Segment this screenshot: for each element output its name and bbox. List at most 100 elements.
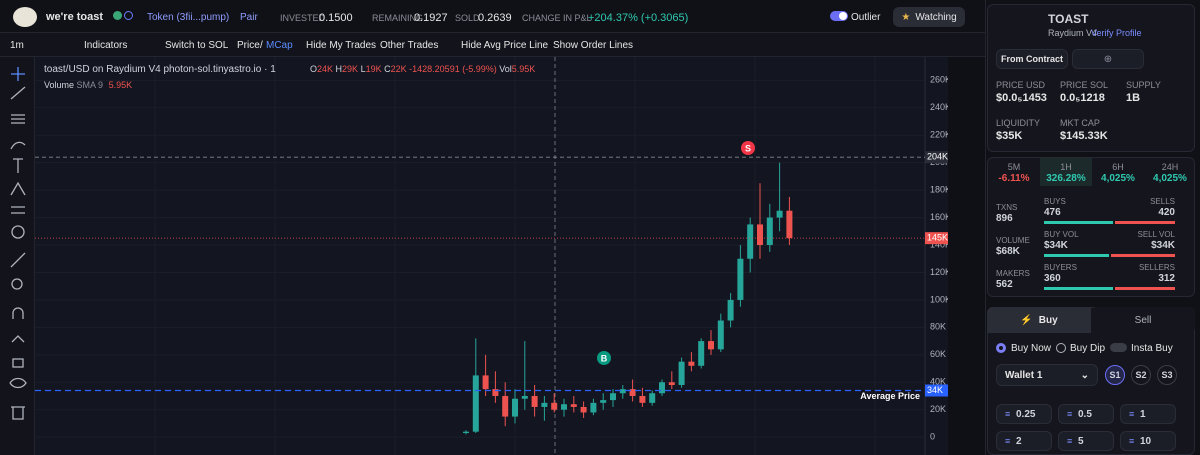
buy-bar [1044, 254, 1109, 257]
icon [113, 11, 122, 20]
preset-button[interactable]: S3 [1157, 365, 1177, 385]
pair-link[interactable]: Pair [240, 12, 258, 23]
candle-body [610, 393, 616, 401]
candle-body [580, 406, 587, 413]
ohlc-label: C [384, 64, 391, 74]
radio[interactable] [1056, 343, 1066, 353]
volume-name: Volume [44, 80, 75, 90]
amount-label: 2 [1016, 436, 1022, 447]
element [9, 377, 27, 389]
y-tick-label: 40K [930, 377, 946, 387]
trade-marker [741, 141, 755, 155]
mode-label: Buy Now [1011, 343, 1052, 354]
row-total: 562 [996, 279, 1013, 290]
y-tick-label: 260K [930, 75, 948, 85]
ohlc-value: 24K [317, 64, 334, 74]
symbol: TOAST [1048, 12, 1089, 26]
candle-body [727, 299, 734, 321]
preset-button[interactable]: S2 [1131, 365, 1151, 385]
candle-body [629, 389, 636, 396]
volume-indicator: SMA 9 [76, 80, 104, 90]
element [13, 158, 23, 173]
amount-label: 5 [1078, 436, 1084, 447]
amount-button[interactable] [1058, 404, 1114, 424]
row-total: 896 [996, 213, 1013, 224]
toggle[interactable] [1110, 343, 1127, 352]
price-line-name: Average Price [860, 391, 920, 401]
toolbar [0, 33, 985, 57]
ohlc-label: H [335, 64, 343, 74]
price-tag [925, 151, 948, 164]
toolbar-button[interactable]: Other Trades [380, 40, 439, 51]
amount-button[interactable] [996, 431, 1052, 451]
token-link[interactable]: Token (3fii...pump) [147, 12, 230, 23]
element [12, 307, 24, 319]
stat-value: 0.2639 [478, 12, 512, 24]
candle-body [463, 431, 469, 434]
amount-button[interactable] [1120, 431, 1176, 451]
toolbar-button[interactable]: 1m [10, 40, 24, 51]
toolbar-button[interactable]: Hide Avg Price Line [461, 40, 549, 51]
sol-icon: ≡ [1067, 409, 1073, 419]
preset-button[interactable]: S1 [1105, 365, 1125, 385]
trade-marker-label: B [601, 353, 608, 363]
stat-value: 1B [1126, 92, 1141, 104]
amount-button[interactable] [1120, 404, 1176, 424]
candle-body [747, 224, 754, 259]
candle-body [472, 375, 479, 432]
y-tick-label: 180K [930, 184, 948, 194]
toolbar-button[interactable]: Indicators [84, 40, 128, 51]
candle-body [766, 217, 773, 246]
toolbar-button[interactable]: Show Order Lines [553, 40, 634, 51]
left-value: 360 [1044, 273, 1061, 284]
candle-body [551, 402, 558, 410]
tf-label: 24H [1161, 162, 1179, 172]
candle-body [678, 361, 685, 386]
element [10, 252, 26, 268]
y-tick-label: 60K [930, 349, 946, 359]
watching-button[interactable]: ★ Watching [893, 7, 965, 27]
mode-label: Buy Dip [1070, 343, 1106, 354]
tf-label: 1H [1060, 162, 1072, 172]
verify-link[interactable]: Verify Profile [1091, 28, 1142, 38]
token-name: we're toast [46, 11, 104, 23]
sell-tab[interactable]: Sell [1091, 307, 1195, 333]
y-tick-label: 220K [930, 130, 948, 140]
tf-change: -6.11% [998, 173, 1030, 184]
from-contract-button[interactable]: From Contract [996, 49, 1068, 69]
toggle-button[interactable]: ⊕ [1072, 49, 1144, 69]
y-tick-label: 140K [930, 239, 948, 249]
sol-icon: ≡ [1005, 436, 1011, 446]
outlier-label: Outlier [851, 12, 881, 23]
stat-label: INVESTED [280, 13, 326, 23]
row-label: VOLUME [996, 236, 1030, 245]
buy-tab[interactable]: ⚡ Buy [987, 307, 1091, 333]
right-label: SELLS [1150, 197, 1175, 206]
tf-change: 4,025% [1153, 173, 1187, 184]
radio[interactable] [996, 343, 1006, 353]
toolbar-button[interactable]: Price [237, 40, 260, 51]
amount-label: 10 [1140, 436, 1152, 447]
stat-value: +204.37% (+0.3065) [588, 12, 689, 24]
chart: 020K40K60K80K100K120K140K160K180K200K220… [35, 57, 948, 455]
amount-button[interactable] [1058, 431, 1114, 451]
left-label: BUYS [1044, 197, 1066, 206]
toolbar-button[interactable]: Hide My Trades [306, 40, 377, 51]
right-label: SELL VOL [1137, 230, 1175, 239]
volume-legend: Volume SMA 9 5.95K [44, 80, 132, 90]
stat-label: SUPPLY [1126, 80, 1161, 90]
stat-value: 0.1927 [414, 12, 448, 24]
amount-button[interactable] [996, 404, 1052, 424]
ohlc-label: L [360, 64, 366, 74]
toolbar-button[interactable]: MCap [266, 40, 293, 51]
change: -1428.20591 (-5.99%) [409, 64, 497, 74]
y-tick-label: 100K [930, 294, 948, 304]
tool-icons [9, 67, 27, 420]
wallet-select[interactable]: Wallet 1 ⌄ [996, 364, 1098, 386]
toolbar-button[interactable]: Switch to SOL [165, 40, 229, 51]
candle-body [639, 395, 646, 403]
stat-label: PRICE USD [996, 80, 1046, 90]
stat-label: PRICE SOL [1060, 80, 1109, 90]
